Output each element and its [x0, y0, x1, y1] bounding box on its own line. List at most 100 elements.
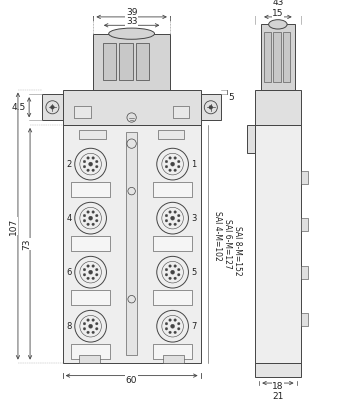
- Circle shape: [177, 274, 180, 276]
- Circle shape: [169, 157, 171, 159]
- Bar: [254, 90, 301, 125]
- Bar: [247, 125, 254, 154]
- Circle shape: [95, 322, 98, 325]
- Bar: [301, 218, 308, 231]
- Circle shape: [171, 324, 175, 328]
- Text: 18: 18: [272, 382, 284, 391]
- Circle shape: [87, 265, 89, 267]
- Bar: [261, 24, 295, 90]
- Circle shape: [89, 324, 93, 328]
- Circle shape: [174, 223, 176, 226]
- Bar: [172, 106, 189, 118]
- Text: 73: 73: [22, 238, 31, 250]
- Circle shape: [92, 319, 94, 321]
- Circle shape: [95, 165, 98, 168]
- Circle shape: [165, 268, 168, 271]
- Circle shape: [169, 331, 171, 334]
- Bar: [273, 32, 281, 82]
- Text: 5: 5: [228, 92, 234, 102]
- Circle shape: [83, 160, 86, 163]
- Bar: [201, 94, 221, 120]
- Bar: [153, 290, 192, 305]
- Circle shape: [174, 157, 176, 159]
- Bar: [254, 125, 301, 362]
- Circle shape: [174, 331, 176, 334]
- Bar: [126, 132, 137, 355]
- Text: 5: 5: [191, 268, 196, 277]
- Bar: [63, 125, 201, 362]
- Circle shape: [177, 165, 180, 168]
- Bar: [163, 355, 184, 362]
- Circle shape: [169, 265, 171, 267]
- Text: 4.5: 4.5: [11, 103, 25, 112]
- Text: 60: 60: [126, 376, 137, 385]
- Circle shape: [92, 169, 94, 172]
- Circle shape: [89, 216, 93, 220]
- Circle shape: [169, 211, 171, 213]
- Circle shape: [87, 211, 89, 213]
- Circle shape: [83, 268, 86, 271]
- Bar: [153, 182, 192, 197]
- Bar: [71, 182, 110, 197]
- Circle shape: [92, 277, 94, 280]
- Circle shape: [95, 219, 98, 222]
- Bar: [301, 171, 308, 184]
- Bar: [254, 362, 301, 376]
- Circle shape: [83, 322, 86, 325]
- Text: SAI 6-M=127: SAI 6-M=127: [223, 219, 232, 269]
- Circle shape: [177, 268, 180, 271]
- Text: 7: 7: [191, 322, 197, 331]
- Circle shape: [87, 169, 89, 172]
- Bar: [301, 313, 308, 326]
- Circle shape: [83, 165, 86, 168]
- Text: 3: 3: [191, 214, 197, 223]
- Circle shape: [169, 319, 171, 321]
- Bar: [71, 290, 110, 305]
- Circle shape: [174, 265, 176, 267]
- Circle shape: [165, 274, 168, 276]
- Circle shape: [92, 157, 94, 159]
- Text: 4: 4: [67, 214, 72, 223]
- Circle shape: [95, 160, 98, 163]
- Circle shape: [83, 214, 86, 217]
- Bar: [93, 34, 170, 90]
- Circle shape: [89, 162, 93, 166]
- Circle shape: [87, 223, 89, 226]
- Circle shape: [165, 328, 168, 330]
- Text: 1: 1: [191, 160, 196, 169]
- Bar: [42, 94, 63, 120]
- Bar: [103, 43, 116, 80]
- Circle shape: [177, 322, 180, 325]
- Circle shape: [174, 277, 176, 280]
- Circle shape: [95, 268, 98, 271]
- Text: 39: 39: [126, 8, 137, 17]
- Text: 8: 8: [67, 322, 72, 331]
- Circle shape: [171, 216, 175, 220]
- Circle shape: [165, 160, 168, 163]
- Text: 107: 107: [9, 218, 18, 235]
- Circle shape: [177, 328, 180, 330]
- Circle shape: [87, 277, 89, 280]
- Bar: [153, 236, 192, 251]
- Circle shape: [92, 223, 94, 226]
- Text: SAI 4-M=102: SAI 4-M=102: [213, 212, 222, 261]
- Circle shape: [51, 106, 54, 109]
- Text: SAI 8-M=152: SAI 8-M=152: [233, 226, 242, 276]
- Circle shape: [171, 162, 175, 166]
- Bar: [158, 130, 184, 139]
- Circle shape: [177, 160, 180, 163]
- Circle shape: [174, 169, 176, 172]
- Circle shape: [165, 214, 168, 217]
- Circle shape: [95, 214, 98, 217]
- Circle shape: [165, 219, 168, 222]
- Bar: [71, 236, 110, 251]
- Bar: [80, 355, 100, 362]
- Circle shape: [92, 331, 94, 334]
- Circle shape: [169, 223, 171, 226]
- Circle shape: [89, 270, 93, 274]
- Circle shape: [87, 157, 89, 159]
- Circle shape: [92, 265, 94, 267]
- Bar: [63, 90, 201, 125]
- Text: 21: 21: [272, 392, 284, 400]
- Circle shape: [87, 319, 89, 321]
